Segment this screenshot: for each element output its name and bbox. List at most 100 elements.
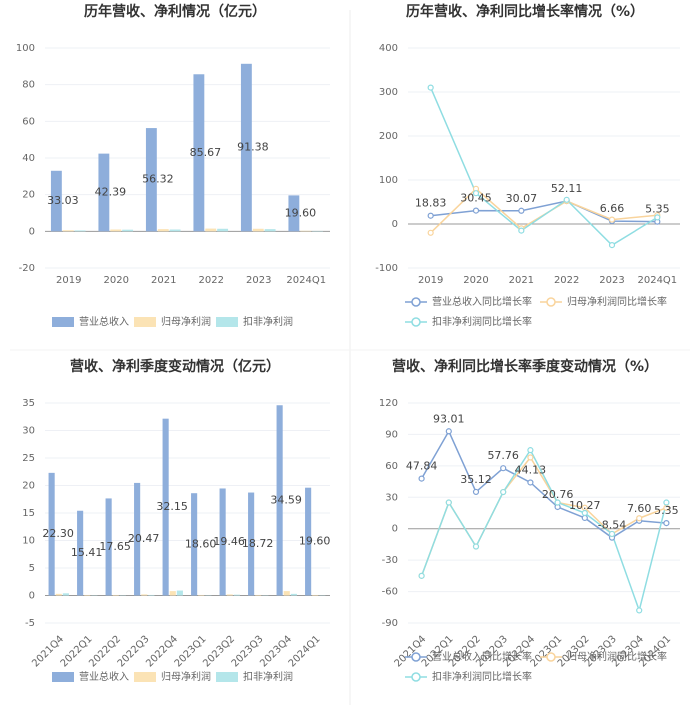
point <box>472 190 480 197</box>
point <box>472 207 480 214</box>
legend-label: 扣非净利润同比增长率 <box>432 670 532 683</box>
y-tick-label: 15 <box>22 508 35 519</box>
legend-swatch <box>52 672 74 682</box>
data-label: 20.76 <box>542 488 574 501</box>
data-label: 42.39 <box>95 185 127 198</box>
bar <box>198 594 205 596</box>
bar <box>233 594 240 596</box>
point <box>472 543 480 550</box>
point <box>518 207 525 214</box>
point <box>581 514 588 522</box>
y-tick-label: 400 <box>379 43 398 54</box>
legend-label: 扣非净利润 <box>243 670 293 683</box>
y-tick-label: 120 <box>379 398 398 409</box>
line <box>420 429 667 539</box>
bar <box>252 228 264 232</box>
bar <box>226 594 233 596</box>
bar <box>134 482 141 596</box>
point <box>554 499 561 506</box>
y-tick-label: 20 <box>22 190 35 201</box>
bar <box>191 493 198 596</box>
data-label: 32.15 <box>156 500 188 513</box>
bar <box>248 492 255 596</box>
y-tick-label: -5 <box>25 618 35 629</box>
point <box>427 229 434 236</box>
point <box>445 428 452 435</box>
point <box>527 479 534 486</box>
bar <box>62 593 69 596</box>
data-label: 35.12 <box>460 473 492 486</box>
data-label: 30.07 <box>506 192 538 205</box>
y-tick-label: 300 <box>379 87 398 98</box>
bar <box>50 170 62 232</box>
point <box>581 509 588 517</box>
bar <box>141 594 148 596</box>
y-tick-label: 100 <box>379 175 398 186</box>
data-label: 18.83 <box>415 197 447 210</box>
data-label: 18.60 <box>185 537 217 550</box>
x-tick-label: 2023 <box>599 275 624 286</box>
chart-title: 历年营收、净利同比增长率情况（%） <box>406 3 644 20</box>
x-tick-label: 2020 <box>104 275 129 286</box>
point <box>608 530 616 538</box>
legend-label: 归母净利润同比增长率 <box>567 650 667 663</box>
data-label: 10.27 <box>569 499 601 512</box>
bar <box>105 498 112 596</box>
bar <box>62 230 74 232</box>
x-tick-label: 2024Q1 <box>286 275 326 286</box>
point <box>527 454 534 461</box>
bar <box>77 510 84 596</box>
data-label: 47.84 <box>406 460 438 473</box>
legend-swatch <box>134 317 156 327</box>
point <box>608 216 616 223</box>
x-tick-label: 2020 <box>463 275 488 286</box>
x-tick-label: 2019 <box>418 275 443 286</box>
bar <box>205 228 217 232</box>
line <box>430 200 658 223</box>
bar <box>74 230 86 232</box>
legend-swatch <box>411 297 421 307</box>
x-tick-label: 2024Q1 <box>287 634 323 670</box>
legend-label: 营业总收入同比增长率 <box>432 295 532 308</box>
legend-swatch <box>216 317 238 327</box>
bar <box>219 488 226 596</box>
bar <box>312 594 319 596</box>
bar <box>240 63 252 232</box>
point <box>427 84 434 91</box>
legend-swatch <box>546 652 556 662</box>
bar <box>157 229 169 232</box>
bar <box>255 594 262 596</box>
y-tick-label: 30 <box>22 426 35 437</box>
point <box>500 465 507 472</box>
x-tick-label: 2021 <box>151 275 176 286</box>
y-tick-label: 0 <box>392 219 398 230</box>
bar <box>98 153 110 232</box>
chart-title: 营收、净利同比增长率季度变动情况（%） <box>392 358 658 375</box>
data-label: 57.76 <box>487 449 519 462</box>
y-tick-label: 10 <box>22 536 35 547</box>
chart-title: 历年营收、净利情况（亿元） <box>84 3 266 20</box>
legend-swatch <box>411 317 421 327</box>
bar <box>288 195 300 232</box>
point <box>418 475 425 482</box>
legend-swatch <box>134 672 156 682</box>
bar <box>169 229 181 232</box>
x-tick-label: 2021 <box>509 275 534 286</box>
point <box>518 227 525 234</box>
legend-label: 归母净利润 <box>161 315 211 328</box>
data-label: 20.47 <box>128 532 160 545</box>
x-tick-label: 2023 <box>246 275 271 286</box>
bar <box>169 591 176 596</box>
data-label: 30.45 <box>460 192 492 205</box>
legend-label: 营业总收入 <box>79 315 129 328</box>
legend-swatch <box>411 652 421 662</box>
data-label: 22.30 <box>42 527 74 540</box>
data-label: 5.35 <box>654 504 679 517</box>
legend-label: 扣非净利润 <box>243 315 293 328</box>
point <box>472 488 480 496</box>
data-label: 93.01 <box>433 412 465 425</box>
legend-swatch <box>546 297 556 307</box>
bar <box>55 593 62 596</box>
y-tick-label: -60 <box>382 587 398 598</box>
legend-label: 归母净利润同比增长率 <box>567 295 667 308</box>
